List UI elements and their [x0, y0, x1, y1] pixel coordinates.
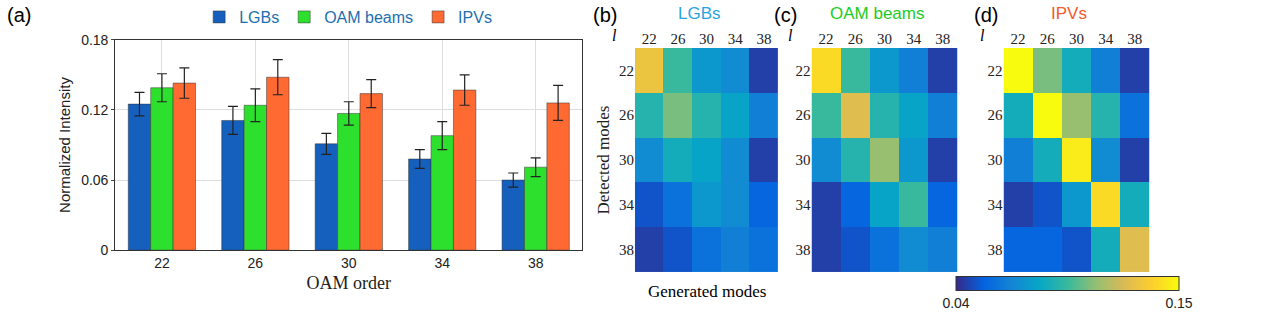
svg-text:0.04: 0.04 [942, 295, 969, 311]
svg-text:IPVs: IPVs [458, 9, 492, 26]
svg-text:0.15: 0.15 [1165, 295, 1192, 311]
svg-text:Normalized Intensity: Normalized Intensity [56, 77, 73, 213]
svg-text:26: 26 [619, 107, 635, 123]
svg-text:22: 22 [154, 255, 170, 271]
svg-text:LGBs: LGBs [239, 9, 279, 26]
svg-text:(a): (a) [7, 4, 31, 26]
svg-text:22: 22 [796, 63, 811, 79]
svg-text:26: 26 [848, 31, 864, 47]
svg-text:0.18: 0.18 [81, 32, 108, 48]
svg-text:l: l [788, 27, 793, 44]
svg-text:22: 22 [619, 63, 634, 79]
svg-text:22: 22 [988, 63, 1003, 79]
svg-text:22: 22 [819, 31, 834, 47]
svg-text:22: 22 [1011, 31, 1026, 47]
svg-text:30: 30 [1069, 31, 1084, 47]
svg-text:30: 30 [988, 152, 1003, 168]
svg-text:30: 30 [796, 152, 811, 168]
svg-text:l: l [612, 27, 617, 44]
svg-text:26: 26 [796, 107, 812, 123]
svg-text:38: 38 [988, 242, 1003, 258]
svg-text:LGBs: LGBs [678, 4, 721, 23]
svg-text:l: l [980, 27, 985, 44]
svg-text:(c): (c) [774, 4, 797, 26]
svg-text:30: 30 [877, 31, 892, 47]
svg-text:IPVs: IPVs [1051, 4, 1087, 23]
svg-text:30: 30 [619, 152, 634, 168]
svg-text:30: 30 [341, 255, 357, 271]
svg-text:26: 26 [1040, 31, 1056, 47]
svg-text:34: 34 [796, 197, 812, 213]
svg-text:38: 38 [619, 242, 634, 258]
svg-text:38: 38 [528, 255, 544, 271]
svg-text:OAM order: OAM order [307, 273, 391, 293]
svg-text:OAM beams: OAM beams [830, 4, 924, 23]
svg-text:0.06: 0.06 [81, 172, 108, 188]
svg-text:34: 34 [434, 255, 450, 271]
svg-text:0: 0 [101, 242, 109, 258]
svg-text:34: 34 [1098, 31, 1114, 47]
svg-text:(d): (d) [974, 4, 998, 26]
svg-text:0.12: 0.12 [81, 102, 108, 118]
svg-text:34: 34 [728, 31, 744, 47]
svg-text:38: 38 [1127, 31, 1142, 47]
svg-text:Detected modes: Detected modes [594, 106, 613, 215]
svg-text:OAM beams: OAM beams [324, 9, 413, 26]
svg-text:22: 22 [642, 31, 657, 47]
svg-text:38: 38 [935, 31, 950, 47]
svg-text:30: 30 [699, 31, 714, 47]
svg-text:(b): (b) [593, 4, 617, 26]
svg-text:34: 34 [906, 31, 922, 47]
svg-text:38: 38 [796, 242, 811, 258]
svg-text:26: 26 [988, 107, 1004, 123]
svg-text:34: 34 [988, 197, 1004, 213]
svg-text:38: 38 [756, 31, 771, 47]
svg-text:26: 26 [670, 31, 686, 47]
svg-text:34: 34 [619, 197, 635, 213]
svg-text:26: 26 [248, 255, 264, 271]
svg-text:Generated modes: Generated modes [648, 282, 766, 301]
